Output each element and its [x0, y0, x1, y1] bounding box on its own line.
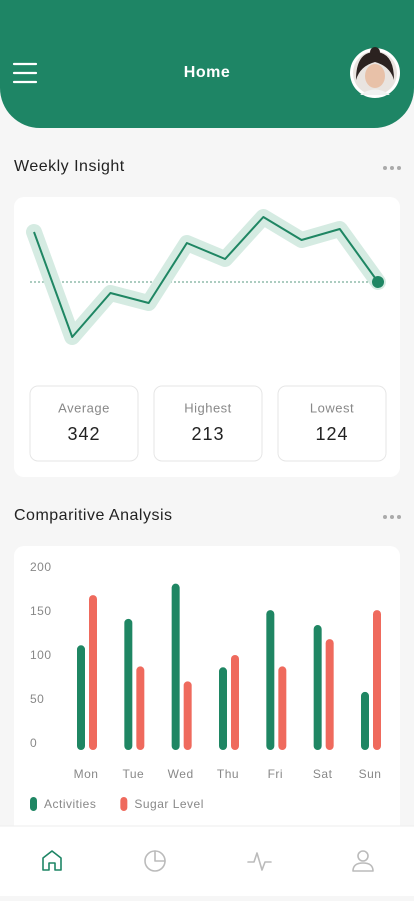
bar	[325, 639, 334, 750]
menu-button[interactable]	[12, 62, 38, 84]
header	[0, 0, 414, 128]
card	[14, 546, 400, 836]
bar	[266, 610, 275, 750]
stat-label: Average	[58, 400, 110, 415]
stat-value: 342	[67, 424, 100, 444]
nav-profile[interactable]	[352, 850, 374, 872]
nav-home[interactable]	[42, 850, 62, 871]
stat-value: 213	[191, 424, 224, 444]
x-tick-label: Thu	[217, 767, 239, 781]
bar	[183, 681, 192, 750]
y-tick-label: 150	[30, 604, 52, 618]
y-tick-label: 100	[30, 648, 52, 662]
bar	[278, 666, 287, 750]
stat-label: Lowest	[310, 400, 354, 415]
bar	[231, 654, 239, 750]
x-tick-label: Sat	[313, 767, 333, 781]
x-tick-label: Mon	[74, 767, 99, 781]
section-title: Weekly Insight	[14, 158, 125, 175]
avatar[interactable]	[350, 47, 400, 98]
nav-stats[interactable]	[144, 850, 166, 872]
bar	[124, 618, 133, 750]
line	[33, 216, 379, 338]
stat-box	[277, 385, 387, 462]
stat-box	[153, 385, 263, 462]
end-point	[372, 276, 384, 288]
bar	[171, 583, 180, 750]
more-button[interactable]	[383, 515, 401, 519]
bar	[89, 595, 97, 750]
section-title: Comparitive Analysis	[14, 507, 173, 524]
legend-swatch	[120, 797, 128, 811]
bar	[136, 666, 145, 750]
stat-box	[29, 385, 139, 462]
more-button[interactable]	[383, 166, 401, 170]
legend-label: Sugar Level	[134, 797, 204, 811]
header-title: Home	[184, 64, 230, 81]
bar	[219, 667, 227, 750]
legend-swatch	[30, 797, 37, 811]
bar	[361, 691, 369, 750]
nav-activity[interactable]	[247, 852, 272, 871]
stat-value: 124	[315, 424, 348, 444]
y-tick-label: 0	[30, 736, 37, 750]
stat-label: Highest	[184, 400, 232, 415]
bar	[313, 625, 322, 750]
x-tick-label: Sun	[359, 767, 382, 781]
legend-label: Activities	[44, 797, 96, 811]
bar	[77, 645, 85, 750]
x-tick-label: Wed	[168, 767, 194, 781]
bar	[373, 610, 381, 750]
y-tick-label: 200	[30, 560, 52, 574]
x-tick-label: Fri	[268, 767, 284, 781]
x-tick-label: Tue	[122, 767, 144, 781]
y-tick-label: 50	[30, 692, 44, 706]
bottom-nav	[0, 826, 414, 896]
